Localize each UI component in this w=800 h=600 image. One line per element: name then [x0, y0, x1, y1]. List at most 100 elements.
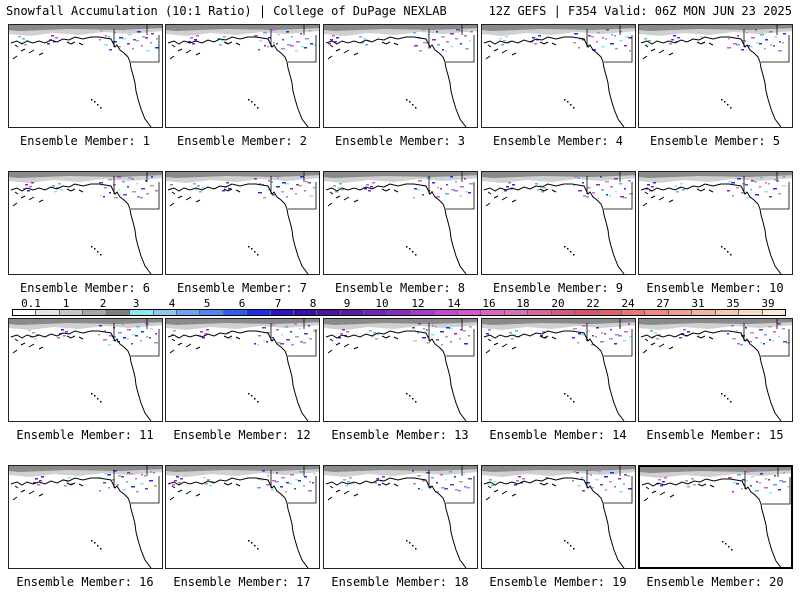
hawaii-island [570, 251, 572, 253]
map-canvas [482, 319, 635, 421]
snowfall-cell [141, 474, 143, 476]
snowfall-cell [787, 486, 790, 488]
snowfall-cell [444, 488, 448, 490]
coastline [10, 477, 152, 568]
snowfall-cell [52, 185, 55, 187]
snowfall-cell [294, 323, 297, 325]
snowfall-cell [427, 342, 430, 344]
snowfall-cell [222, 190, 225, 192]
snowfall-cell [291, 344, 294, 346]
snowfall-cell [760, 177, 763, 179]
snowfall-cell [614, 35, 616, 37]
snowfall-cell [676, 191, 679, 193]
snowfall-cell [751, 37, 755, 39]
snowfall-cell [455, 181, 457, 183]
snowfall-cell [361, 42, 364, 44]
snowfall-cell [786, 342, 790, 344]
snowfall-cell [267, 189, 271, 191]
colorbar-swatch [692, 310, 716, 315]
snowfall-cell [286, 31, 289, 33]
snowfall-cell [769, 196, 772, 198]
snowfall-cell [581, 477, 583, 479]
snowfall-cell [282, 39, 284, 41]
snowfall-cell [614, 486, 616, 488]
snow-cover-arctic-heavy [166, 172, 319, 178]
snowfall-cell [605, 181, 609, 183]
snowfall-cell [228, 188, 231, 190]
snowfall-cell [272, 480, 276, 482]
snowfall-cell [295, 479, 298, 481]
political-border [270, 172, 317, 210]
snowfall-cell [204, 333, 207, 335]
snowfall-cell [368, 190, 371, 192]
snowfall-cell [504, 190, 507, 192]
colorbar-swatch [528, 310, 552, 315]
ensemble-member-label: Ensemble Member: 19 [489, 575, 627, 589]
snowfall-cell [754, 181, 757, 183]
snowfall-cell [512, 184, 515, 186]
snowfall-cell [440, 474, 443, 476]
snowfall-cell [467, 487, 470, 489]
snowfall-cell [576, 472, 579, 474]
snowfall-cell [345, 485, 348, 487]
colorbar-swatch [106, 310, 131, 315]
hawaii-island [251, 542, 253, 544]
aleutian-islands [12, 188, 84, 207]
snowfall-cell [123, 194, 127, 196]
snowfall-cell [338, 337, 341, 339]
snowfall-cell [155, 333, 157, 335]
snowfall-cell [441, 179, 444, 181]
snowfall-cell [624, 331, 628, 333]
snowfall-cell [629, 50, 631, 52]
hawaii-island [412, 545, 414, 547]
colorbar-tick-label: 10 [375, 297, 389, 310]
hawaii-island [254, 398, 256, 400]
snow-cover-arctic-heavy [166, 466, 319, 472]
snowfall-cell [774, 475, 776, 477]
snowfall-cell [336, 37, 339, 39]
hawaii-island [727, 104, 729, 106]
snowfall-cell [577, 177, 580, 179]
snowfall-cell [437, 44, 440, 46]
snowfall-cell [100, 30, 103, 32]
snowfall-cell [605, 38, 607, 40]
snowfall-cell [342, 329, 345, 331]
political-border [428, 172, 475, 210]
map-canvas [640, 467, 791, 567]
political-border [586, 319, 633, 357]
hawaii-island [100, 107, 102, 109]
snowfall-cell [441, 487, 445, 489]
snowfall-cell [764, 487, 768, 489]
aleutian-islands [485, 335, 557, 354]
snowfall-cell [272, 194, 275, 196]
snowfall-cell [450, 176, 453, 178]
colorbar-swatch [176, 310, 201, 315]
snowfall-cell [440, 331, 444, 333]
aleutian-islands [642, 188, 714, 207]
snowfall-cell [33, 482, 36, 484]
snowfall-cell [459, 481, 463, 483]
snowfall-cell [174, 480, 177, 482]
snowfall-cell [759, 186, 761, 188]
snowfall-cell [778, 193, 781, 195]
snowfall-cell [272, 29, 276, 31]
hawaii-island [254, 545, 256, 547]
colorbar-swatch [551, 310, 576, 315]
snowfall-cell [436, 196, 440, 198]
snowfall-cell [731, 182, 735, 184]
snowfall-cell [145, 180, 147, 182]
snowfall-cell [127, 329, 131, 331]
snowfall-cell [332, 35, 335, 37]
snowfall-cell [23, 188, 26, 190]
snowfall-cell [372, 182, 375, 184]
snowfall-cell [47, 43, 50, 45]
snowfall-cell [741, 49, 744, 51]
snowfall-cell [418, 323, 421, 325]
snowfall-cell [538, 35, 541, 37]
colorbar-swatch [739, 310, 763, 315]
snowfall-cell [768, 479, 770, 481]
snowfall-cell [190, 37, 193, 39]
snowfall-cell [532, 37, 535, 39]
snowfall-cell [195, 189, 198, 191]
snowfall-cell [427, 34, 429, 36]
